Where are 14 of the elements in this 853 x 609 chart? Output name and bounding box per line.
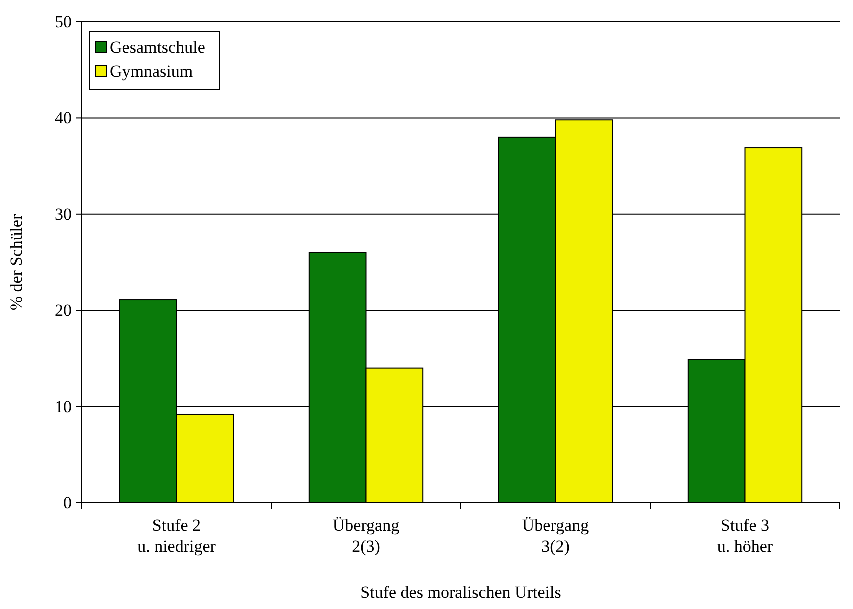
x-tick-label: Stufe 3 u. höher <box>717 516 774 556</box>
x-tick-label: Übergang 3(2) <box>522 516 590 556</box>
x-axis-title: Stufe des moralischen Urteils <box>360 583 562 602</box>
y-tick-label: 50 <box>55 12 72 32</box>
legend-label: Gymnasium <box>110 62 194 81</box>
legend-label: Gesamtschule <box>110 38 206 57</box>
y-tick-label: 20 <box>55 301 72 320</box>
x-tick-label: Stufe 2 u. niedriger <box>138 516 216 556</box>
y-tick-label: 40 <box>55 108 72 128</box>
y-axis-title: % der Schüler <box>7 214 26 311</box>
y-tick-label: 0 <box>64 493 72 512</box>
x-tick-label: Übergang 2(3) <box>332 516 400 556</box>
y-tick-label: 30 <box>55 204 72 224</box>
y-tick-label: 10 <box>55 397 72 416</box>
